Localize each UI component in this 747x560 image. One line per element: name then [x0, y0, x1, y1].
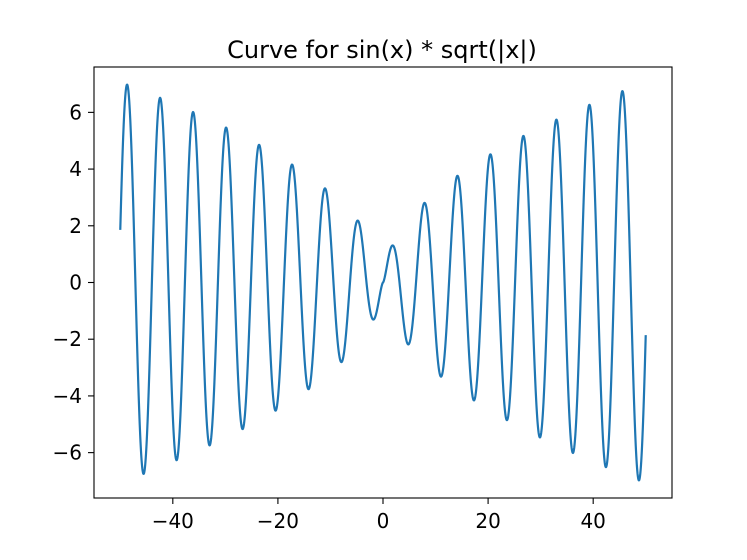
- y-tick-label: 6: [69, 100, 82, 124]
- x-tick-label: −40: [152, 509, 194, 533]
- y-tick-label: −2: [53, 327, 82, 351]
- x-tick-label: −20: [257, 509, 299, 533]
- y-tick-label: 0: [69, 271, 82, 295]
- y-tick-label: −6: [53, 441, 82, 465]
- series-line: [119, 83, 647, 482]
- y-axis: −6 −4 −2 0 2 4 6: [53, 100, 94, 465]
- x-tick-label: 0: [377, 509, 390, 533]
- y-tick-label: 4: [69, 157, 82, 181]
- x-tick-label: 20: [475, 509, 500, 533]
- x-axis: −40 −20 0 20 40: [152, 498, 606, 533]
- chart-title: Curve for sin(x) * sqrt(|x|): [227, 36, 537, 64]
- y-tick-label: 2: [69, 214, 82, 238]
- y-tick-label: −4: [53, 384, 82, 408]
- x-tick-label: 40: [580, 509, 605, 533]
